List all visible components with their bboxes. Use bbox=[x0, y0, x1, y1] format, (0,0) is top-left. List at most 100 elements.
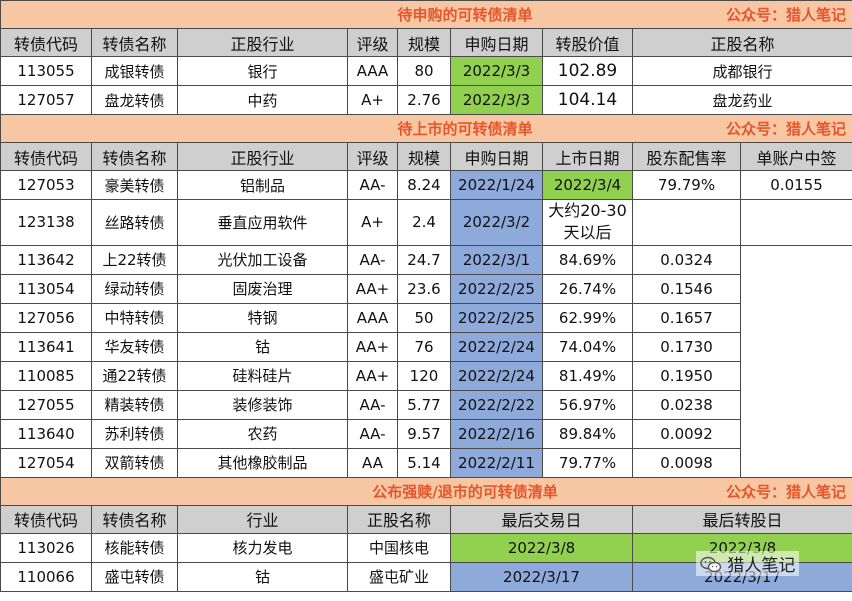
col-header: 正股名称 bbox=[347, 504, 451, 534]
cell-industry: 装修装饰 bbox=[177, 389, 348, 420]
cell-conversion-value: 102.89 bbox=[541, 56, 634, 86]
cell-code: 113641 bbox=[0, 331, 92, 362]
cell-name: 精装转债 bbox=[91, 389, 178, 420]
cell-industry: 铝制品 bbox=[177, 170, 348, 200]
cell-scale: 50 bbox=[397, 302, 451, 333]
cell-win-rate: 0.0155 bbox=[740, 170, 852, 200]
wechat-watermark: 猎人笔记 bbox=[696, 551, 800, 576]
cell-industry: 其他橡胶制品 bbox=[177, 447, 348, 478]
cell-scale: 23.6 bbox=[397, 273, 451, 304]
cell-win-rate: 0.0238 bbox=[632, 389, 742, 420]
cell-rating: AAA bbox=[347, 56, 398, 86]
cell-code: 127053 bbox=[0, 170, 92, 200]
cell-subscribe-date: 2022/2/24 bbox=[450, 360, 543, 391]
table-row: 113640 苏利转债 农药 AA- 9.57 2022/2/16 89.84% 0.0092 bbox=[0, 418, 852, 449]
cell-placement-rate: 74.04% bbox=[541, 331, 634, 362]
cell-win-rate: 0.0098 bbox=[632, 447, 742, 478]
cell-subscribe-date: 2022/3/3 bbox=[450, 85, 543, 115]
cell-code: 113055 bbox=[0, 56, 92, 86]
cell-placement-rate: 84.69% bbox=[541, 244, 634, 275]
section3-header-row: 转债代码 转债名称 行业 正股名称 最后交易日 最后转股日 bbox=[0, 504, 852, 534]
cell-name: 苏利转债 bbox=[91, 418, 178, 449]
cell-rating: AA bbox=[347, 447, 398, 478]
section1-title: 待申购的可转债清单 bbox=[177, 0, 633, 29]
section1-header-row: 转债代码 转债名称 正股行业 评级 规模 申购日期 转股价值 正股名称 bbox=[0, 28, 852, 57]
cell-industry: 中药 bbox=[177, 85, 348, 115]
cell-scale: 5.77 bbox=[397, 389, 451, 420]
cell-subscribe-date: 2022/3/2 bbox=[450, 199, 543, 246]
cell-name: 豪美转债 bbox=[91, 170, 178, 200]
table-row: 113026 核能转债 核力发电 中国核电 2022/3/8 2022/3/8 bbox=[0, 532, 852, 563]
table-row: 110066 盛屯转债 钴 盛屯矿业 2022/3/17 2022/3/17 bbox=[0, 561, 852, 592]
table-row: 127053 豪美转债 铝制品 AA- 8.24 2022/1/24 2022/… bbox=[0, 170, 852, 200]
cell-rating: AA- bbox=[347, 244, 398, 275]
cell-rating: AA+ bbox=[347, 273, 398, 304]
cell-rating: AA+ bbox=[347, 331, 398, 362]
table-row: 123138 丝路转债 垂直应用软件 A+ 2.4 2022/3/2 大约20-… bbox=[0, 199, 852, 246]
cell-name: 盘龙转债 bbox=[91, 85, 178, 115]
section2-header-row: 转债代码 转债名称 正股行业 评级 规模 申购日期 上市日期 股东配售率 单账户… bbox=[0, 142, 852, 171]
cell-placement-rate bbox=[632, 199, 742, 246]
cell-win-rate: 0.1657 bbox=[632, 302, 742, 333]
cell-rating: AAA bbox=[347, 302, 398, 333]
table-row: 113055 成银转债 银行 AAA 80 2022/3/3 102.89 成都… bbox=[0, 56, 852, 86]
col-header: 申购日期 bbox=[450, 142, 543, 171]
cell-name: 绿动转债 bbox=[91, 273, 178, 304]
cell-name: 丝路转债 bbox=[91, 199, 178, 246]
col-header: 正股行业 bbox=[177, 142, 348, 171]
section1-banner: 待申购的可转债清单 公众号：猎人笔记 bbox=[0, 0, 852, 29]
col-header: 转债代码 bbox=[0, 504, 92, 534]
cell-placement-rate: 89.84% bbox=[541, 418, 634, 449]
cell-code: 110085 bbox=[0, 360, 92, 391]
cell-code: 113642 bbox=[0, 244, 92, 275]
cell-scale: 24.7 bbox=[397, 244, 451, 275]
col-header: 转债名称 bbox=[91, 28, 178, 57]
table-row: 127055 精装转债 装修装饰 AA- 5.77 2022/2/22 56.97% 0.02… bbox=[0, 389, 852, 420]
cell-rating: A+ bbox=[347, 85, 398, 115]
cell-code: 110066 bbox=[0, 561, 92, 592]
cell-name: 中特转债 bbox=[91, 302, 178, 333]
cell-name: 核能转债 bbox=[91, 532, 178, 563]
col-header: 行业 bbox=[177, 504, 348, 534]
col-header: 评级 bbox=[347, 28, 398, 57]
cell-placement-rate: 79.79% bbox=[632, 170, 742, 200]
table-row: 127054 双箭转债 其他橡胶制品 AA 5.14 2022/2/11 79.77% 0.0… bbox=[0, 447, 852, 478]
col-header: 最后转股日 bbox=[632, 504, 852, 534]
cell-code: 123138 bbox=[0, 199, 92, 246]
cell-subscribe-date: 2022/2/11 bbox=[450, 447, 543, 478]
table-row: 110085 通22转债 硅料硅片 AA+ 120 2022/2/24 81.49% 0.19… bbox=[0, 360, 852, 391]
table-row: 127056 中特转债 特钢 AAA 50 2022/2/25 62.99% 0.1657 bbox=[0, 302, 852, 333]
cell-stock-name: 盘龙药业 bbox=[632, 85, 852, 115]
cell-industry: 核力发电 bbox=[177, 532, 348, 563]
cell-name: 华友转债 bbox=[91, 331, 178, 362]
cell-rating: A+ bbox=[347, 199, 398, 246]
cell-name: 成银转债 bbox=[91, 56, 178, 86]
col-header: 上市日期 bbox=[541, 142, 634, 171]
col-header: 转债名称 bbox=[91, 504, 178, 534]
cell-placement-rate: 79.77% bbox=[541, 447, 634, 478]
col-header: 转债名称 bbox=[91, 142, 178, 171]
cell-code: 113640 bbox=[0, 418, 92, 449]
col-header: 评级 bbox=[347, 142, 398, 171]
wechat-icon bbox=[700, 556, 722, 573]
cell-industry: 垂直应用软件 bbox=[177, 199, 348, 246]
cell-scale: 5.14 bbox=[397, 447, 451, 478]
cell-industry: 银行 bbox=[177, 56, 348, 86]
section1-wechat: 公众号：猎人笔记 bbox=[632, 0, 852, 29]
section2-banner: 待上市的可转债清单 公众号：猎人笔记 bbox=[0, 114, 852, 143]
cell-win-rate: 0.1730 bbox=[632, 331, 742, 362]
cell-code: 127055 bbox=[0, 389, 92, 420]
section3-banner: 公布强赎/退市的可转债清单 公众号：猎人笔记 bbox=[0, 476, 852, 506]
cell-industry: 固废治理 bbox=[177, 273, 348, 304]
cell-industry: 钴 bbox=[177, 331, 348, 362]
col-header: 转股价值 bbox=[541, 28, 634, 57]
section3-wechat: 公众号：猎人笔记 bbox=[632, 476, 852, 506]
cell-name: 通22转债 bbox=[91, 360, 178, 391]
cell-stock-name: 中国核电 bbox=[347, 532, 451, 563]
cell-win-rate: 0.1950 bbox=[632, 360, 742, 391]
cell-industry: 硅料硅片 bbox=[177, 360, 348, 391]
cell-scale: 80 bbox=[397, 56, 451, 86]
cell-stock-name: 成都银行 bbox=[632, 56, 852, 86]
cell-industry: 光伏加工设备 bbox=[177, 244, 348, 275]
